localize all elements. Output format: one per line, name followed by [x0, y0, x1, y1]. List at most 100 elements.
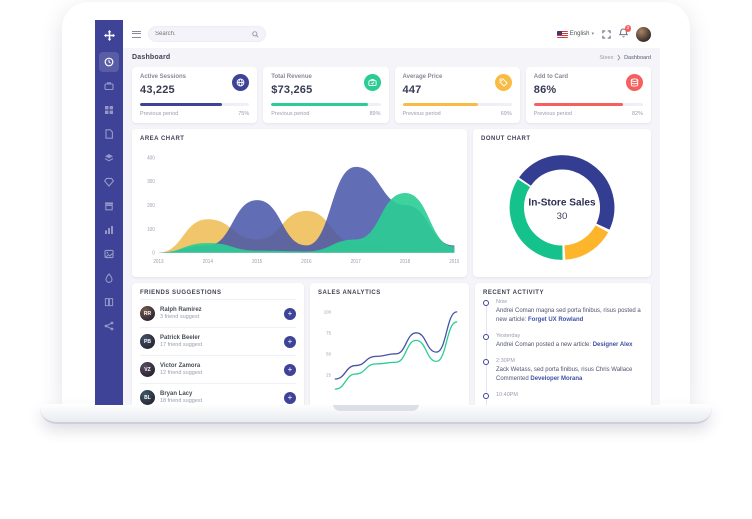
area-chart-card: AREA CHART 0 100 200 300 400 2013 2014 2015 2016…	[132, 129, 467, 277]
list-item: PB Patrick Beeler 17 friend suggest +	[140, 327, 296, 355]
stat-card-add-to-card: Add to Card 86% Previous period 82%	[525, 67, 651, 123]
stat-percent: 82%	[631, 111, 643, 117]
laptop-base	[40, 404, 712, 424]
sidebar-item-docs[interactable]	[99, 292, 119, 312]
donut-chart[interactable]: In-Store Sales 30	[481, 145, 643, 270]
svg-text:0: 0	[152, 250, 155, 256]
user-avatar[interactable]	[636, 26, 651, 42]
bell-icon	[618, 28, 629, 38]
friend-sub: 12 friend suggest	[160, 370, 203, 377]
language-label: English	[569, 31, 590, 37]
notification-badge: 3	[624, 25, 631, 32]
tag-icon	[494, 74, 512, 91]
sidebar-item-gallery[interactable]	[99, 244, 119, 264]
sidebar-item-pages[interactable]	[99, 124, 119, 144]
sidebar-item-charts[interactable]	[99, 220, 119, 240]
progress-bar	[140, 103, 250, 106]
svg-text:2013: 2013	[153, 259, 164, 265]
sales-analytics-chart[interactable]: 25 50 75 100	[318, 299, 461, 401]
add-friend-button[interactable]: +	[284, 335, 296, 348]
list-item: Yesterday Andrei Coman posted a new arti…	[483, 333, 643, 350]
add-friend-button[interactable]: +	[284, 363, 296, 376]
svg-text:400: 400	[147, 155, 155, 161]
stat-footer-label: Previous period	[533, 111, 572, 117]
activity-link[interactable]: Forget UX Rowland	[528, 317, 584, 323]
chevron-down-icon: ▾	[591, 31, 594, 37]
activity-link[interactable]: Designer Alex	[592, 342, 633, 348]
svg-text:2015: 2015	[252, 259, 263, 265]
sidebar-item-gem[interactable]	[99, 172, 119, 192]
sidebar-item-box[interactable]	[99, 196, 119, 216]
svg-text:75: 75	[326, 331, 331, 336]
app-logo-icon[interactable]	[95, 20, 123, 50]
activity-text: Andrei Coman posted a new article:	[496, 342, 593, 348]
search-input[interactable]	[155, 31, 248, 37]
fullscreen-icon[interactable]	[602, 29, 611, 39]
list-item: BL Bryan Lacy 18 friend suggest +	[140, 383, 296, 405]
activity-time: 10:40PM	[496, 392, 519, 398]
breadcrumb-current: Dashboard	[624, 54, 651, 61]
page-header: Dashboard Steex ❯ Dashboard	[123, 48, 660, 67]
stat-label: Total Revenue	[271, 74, 312, 80]
svg-text:50: 50	[326, 352, 331, 357]
add-friend-button[interactable]: +	[284, 391, 296, 404]
laptop-notch	[333, 404, 419, 411]
search-box[interactable]	[148, 26, 266, 42]
donut-chart-title: DONUT CHART	[481, 136, 531, 142]
dashboard-screen: English ▾ 3 Dashboard Steex ❯ Dashboa	[95, 20, 660, 405]
sidebar-item-layers[interactable]	[99, 148, 119, 168]
friend-sub: 3 friend suggest	[160, 314, 200, 321]
friend-sub: 18 friend suggest	[160, 398, 203, 405]
progress-bar	[533, 103, 643, 106]
list-item: RR Ralph Ramirez 3 friend suggest +	[140, 299, 296, 327]
sidebar-item-apps[interactable]	[99, 76, 119, 96]
stat-value: 43,225	[140, 84, 175, 96]
progress-bar	[271, 103, 381, 106]
recent-activity-card: RECENT ACTIVITY Now Andrei Coman magna s…	[475, 283, 651, 405]
notifications-button[interactable]: 3	[618, 25, 631, 40]
sidebar-item-share[interactable]	[99, 316, 119, 336]
stat-label: Active Sessions	[140, 74, 187, 80]
list-item: VZ Victor Zamora 12 friend suggest +	[140, 355, 296, 383]
bottom-row: FRIENDS SUGGESTIONS RR Ralph Ramirez 3 f…	[132, 283, 651, 405]
stat-card-active-sessions: Active Sessions 43,225 Previous period 7…	[132, 67, 258, 123]
stat-footer-label: Previous period	[140, 111, 179, 117]
add-friend-button[interactable]: +	[284, 307, 296, 320]
stat-label: Add to Card	[533, 74, 569, 80]
friend-name: Victor Zamora	[160, 362, 201, 369]
page-title: Dashboard	[132, 54, 171, 61]
language-selector[interactable]: English ▾	[556, 30, 594, 38]
breadcrumb-root[interactable]: Steex	[599, 54, 614, 61]
friends-suggestions-card: FRIENDS SUGGESTIONS RR Ralph Ramirez 3 f…	[132, 283, 304, 405]
svg-text:2017: 2017	[351, 259, 362, 265]
us-flag-icon	[556, 30, 568, 38]
main-area: English ▾ 3 Dashboard Steex ❯ Dashboa	[123, 20, 660, 405]
svg-text:100: 100	[147, 227, 155, 233]
donut-center-value: 30	[557, 211, 568, 222]
friend-name: Ralph Ramirez	[160, 306, 202, 313]
avatar: PB	[140, 334, 155, 349]
globe-icon	[232, 74, 250, 91]
sidebar-item-dashboard[interactable]	[99, 52, 119, 72]
friends-title: FRIENDS SUGGESTIONS	[140, 290, 222, 296]
stat-card-total-revenue: Total Revenue $73,265 Previous period 89…	[263, 67, 389, 123]
activity-title: RECENT ACTIVITY	[483, 290, 544, 296]
svg-text:100: 100	[324, 310, 332, 315]
svg-text:2014: 2014	[203, 259, 214, 265]
svg-text:2016: 2016	[301, 259, 312, 265]
activity-time: 2:30PM	[496, 358, 515, 364]
stats-row: Active Sessions 43,225 Previous period 7…	[132, 67, 651, 123]
menu-toggle-icon[interactable]	[132, 30, 141, 38]
stat-value: 86%	[533, 84, 557, 96]
activity-link[interactable]: Developer Morana	[530, 376, 583, 382]
avatar: BL	[140, 390, 155, 405]
briefcase-icon	[363, 74, 381, 91]
sidebar-item-ink[interactable]	[99, 268, 119, 288]
activity-time: Now	[496, 299, 508, 305]
sidebar	[95, 20, 123, 405]
sidebar-item-widgets[interactable]	[99, 100, 119, 120]
stack-icon	[626, 74, 643, 91]
avatar: RR	[140, 306, 155, 321]
area-chart[interactable]: 0 100 200 300 400 2013 2014 2015 2016 2017 2018 201…	[140, 145, 459, 270]
stat-value: 447	[402, 84, 422, 96]
